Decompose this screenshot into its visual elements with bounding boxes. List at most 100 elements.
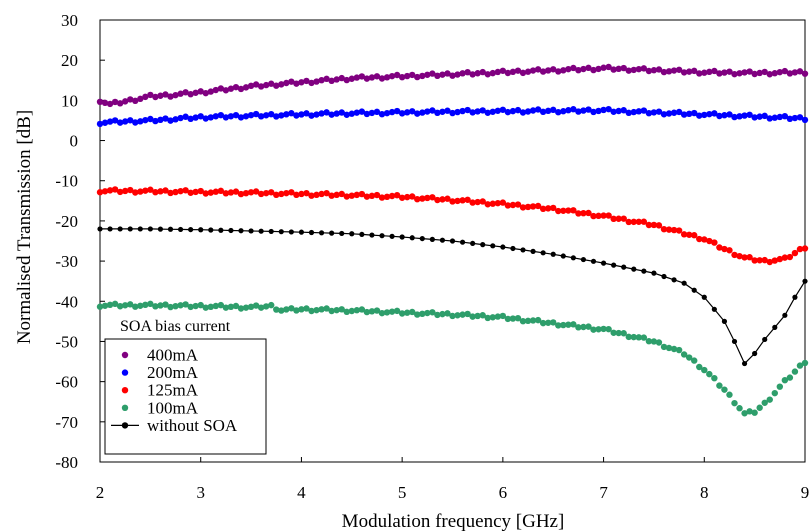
data-point bbox=[268, 189, 275, 196]
data-point bbox=[383, 74, 391, 81]
data-point bbox=[761, 256, 768, 264]
data-point bbox=[222, 114, 230, 121]
data-point bbox=[444, 195, 451, 202]
data-point bbox=[188, 226, 194, 233]
data-point bbox=[237, 114, 245, 121]
data-point bbox=[167, 226, 174, 232]
data-point bbox=[776, 68, 784, 76]
plot-border bbox=[99, 19, 806, 463]
data-point bbox=[293, 191, 300, 199]
data-point bbox=[539, 68, 547, 75]
data-point bbox=[449, 198, 456, 205]
data-point bbox=[772, 324, 778, 330]
data-point bbox=[716, 244, 723, 251]
legend-marker bbox=[121, 369, 129, 376]
data-point bbox=[625, 333, 632, 341]
data-point bbox=[127, 186, 134, 194]
data-point bbox=[338, 306, 345, 313]
x-axis-label: Modulation frequency [GHz] bbox=[342, 511, 565, 532]
y-tick-label: -30 bbox=[55, 252, 78, 271]
data-point bbox=[600, 260, 607, 266]
data-point bbox=[389, 233, 395, 239]
data-point bbox=[388, 72, 396, 80]
data-point bbox=[711, 306, 717, 312]
data-point bbox=[187, 303, 194, 311]
legend-item-without-soa: without SOA bbox=[111, 416, 238, 435]
data-point bbox=[529, 203, 537, 210]
data-point bbox=[494, 107, 502, 114]
data-point bbox=[278, 112, 285, 119]
data-point bbox=[781, 376, 789, 384]
x-tick-label: 9 bbox=[801, 483, 809, 502]
data-point bbox=[172, 302, 179, 310]
data-point bbox=[378, 194, 386, 201]
data-point bbox=[383, 109, 391, 117]
data-point bbox=[595, 326, 602, 333]
data-point bbox=[791, 368, 799, 375]
data-point bbox=[514, 67, 522, 74]
data-point bbox=[736, 70, 743, 77]
data-point bbox=[288, 110, 295, 117]
data-point bbox=[792, 294, 798, 300]
data-point bbox=[660, 343, 668, 351]
data-point bbox=[373, 108, 381, 116]
data-point bbox=[585, 209, 592, 217]
data-point bbox=[429, 194, 436, 201]
data-point bbox=[237, 85, 245, 93]
data-point bbox=[313, 78, 320, 85]
data-point bbox=[363, 308, 371, 316]
data-point bbox=[555, 322, 562, 329]
data-point bbox=[222, 190, 230, 197]
series-without-soa bbox=[97, 226, 808, 367]
data-point bbox=[751, 114, 758, 121]
data-point bbox=[791, 114, 799, 122]
data-point bbox=[504, 202, 512, 209]
data-point bbox=[454, 71, 461, 78]
data-point bbox=[232, 302, 240, 310]
data-point bbox=[308, 79, 315, 87]
data-point bbox=[449, 109, 456, 117]
data-point bbox=[635, 218, 643, 225]
data-point bbox=[570, 64, 577, 72]
data-point bbox=[615, 107, 622, 115]
data-point bbox=[252, 188, 260, 195]
data-point bbox=[373, 307, 381, 314]
data-point bbox=[489, 69, 496, 77]
data-point bbox=[711, 374, 718, 382]
data-point bbox=[419, 235, 425, 242]
plot-area bbox=[99, 19, 806, 463]
data-point bbox=[228, 227, 234, 234]
legend-item-100ma: 100mA bbox=[121, 398, 199, 417]
data-point bbox=[615, 215, 622, 222]
data-point bbox=[197, 88, 204, 95]
data-point bbox=[580, 107, 587, 114]
data-point bbox=[675, 66, 683, 73]
data-point bbox=[706, 237, 713, 245]
data-point bbox=[323, 109, 330, 116]
data-point bbox=[323, 305, 330, 312]
data-point bbox=[212, 86, 220, 94]
data-point bbox=[701, 111, 708, 119]
data-point bbox=[469, 71, 476, 78]
data-point bbox=[368, 74, 376, 81]
data-point bbox=[298, 79, 305, 86]
data-point bbox=[499, 199, 507, 206]
data-point bbox=[202, 115, 209, 122]
data-point bbox=[383, 309, 391, 316]
data-point bbox=[615, 329, 622, 337]
data-point bbox=[162, 115, 169, 122]
data-point bbox=[247, 82, 255, 90]
data-point bbox=[640, 334, 648, 341]
data-point bbox=[257, 190, 265, 198]
data-point bbox=[524, 203, 532, 211]
data-point bbox=[409, 71, 416, 79]
legend-label: 100mA bbox=[147, 398, 199, 417]
data-point bbox=[278, 229, 284, 235]
data-point bbox=[680, 231, 688, 238]
data-point bbox=[349, 231, 355, 237]
data-point bbox=[721, 69, 728, 76]
legend-marker bbox=[121, 351, 129, 359]
data-point bbox=[459, 239, 466, 245]
data-point bbox=[338, 190, 345, 198]
data-point bbox=[262, 81, 270, 89]
